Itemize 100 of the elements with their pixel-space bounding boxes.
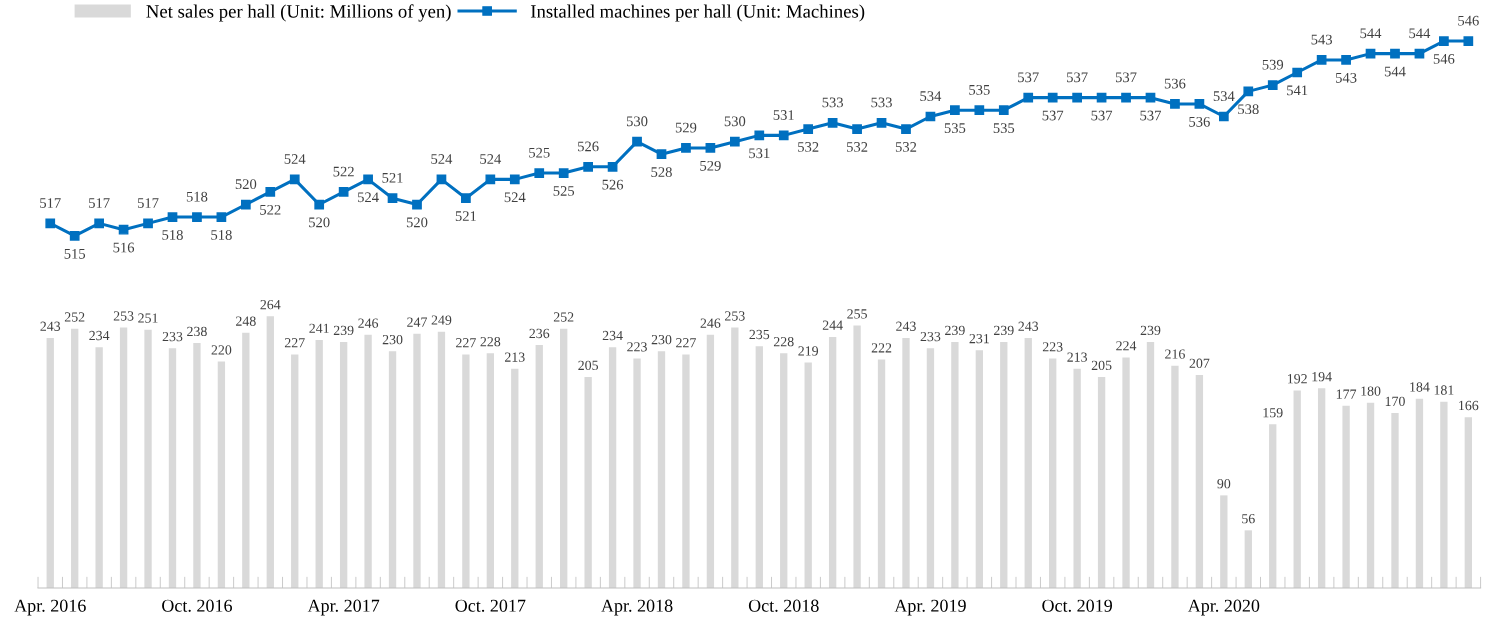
point (192, 212, 202, 222)
bar (1342, 405, 1350, 588)
point (1218, 111, 1229, 122)
bar (242, 332, 250, 588)
bar (1122, 357, 1130, 588)
point (754, 130, 765, 141)
point (583, 161, 594, 172)
data-label: 253 (113, 311, 134, 321)
point (1341, 55, 1351, 65)
data-label: 520 (309, 217, 330, 228)
data-label: 248 (236, 316, 256, 326)
data-label: 530 (626, 116, 648, 127)
data-label: 243 (1018, 321, 1039, 331)
bar (584, 377, 592, 588)
point (803, 124, 814, 134)
x-tick-label: Oct. 2016 (162, 599, 233, 612)
data-label: 515 (64, 248, 86, 259)
bar (1000, 342, 1008, 588)
data-label: 528 (651, 167, 672, 177)
bar (46, 337, 54, 588)
data-label: 524 (504, 192, 526, 203)
data-label: 518 (162, 230, 183, 240)
data-label: 522 (260, 204, 281, 215)
bar (877, 359, 886, 588)
data-label: 231 (969, 333, 989, 344)
data-label: 233 (920, 331, 941, 342)
data-label: 235 (749, 329, 770, 340)
data-label: 253 (725, 311, 745, 321)
data-label: 227 (676, 338, 696, 348)
data-label: 522 (333, 166, 354, 177)
data-label: 230 (651, 334, 672, 345)
x-tick-label: Oct. 2019 (1042, 599, 1112, 612)
data-label: 526 (578, 141, 599, 152)
data-label: 537 (1091, 110, 1113, 121)
data-label: 90 (1217, 479, 1231, 489)
data-label: 236 (529, 328, 550, 339)
data-label: 227 (284, 338, 305, 348)
bar (511, 368, 519, 588)
point (876, 117, 887, 128)
data-label: 252 (64, 312, 85, 322)
bar (1317, 388, 1326, 588)
data-label: 524 (480, 154, 502, 164)
point (167, 212, 178, 222)
bar (828, 336, 837, 588)
bar (902, 337, 910, 588)
point (143, 218, 153, 229)
data-label: 537 (1018, 72, 1039, 83)
data-label: 518 (186, 191, 208, 202)
x-tick-label: Apr. 2019 (894, 599, 966, 616)
point (314, 199, 325, 210)
data-label: 228 (480, 336, 501, 347)
bar (853, 325, 861, 588)
data-label: 246 (358, 318, 379, 328)
data-label: 536 (1164, 78, 1186, 89)
legend-label: Net sales per hall (Unit: Millions of yen) (146, 4, 451, 22)
point (118, 224, 129, 235)
bar (780, 353, 788, 588)
data-label: 241 (309, 323, 329, 333)
data-label: 181 (1434, 385, 1454, 395)
data-label: 536 (1189, 116, 1210, 127)
bar (364, 334, 372, 588)
legend-label: Installed machines per hall (Unit: Machines) (530, 4, 865, 22)
data-label: 213 (504, 352, 525, 362)
data-label: 247 (407, 317, 428, 327)
data-label: 184 (1410, 382, 1430, 392)
data-label: 535 (993, 123, 1015, 133)
data-label: 238 (187, 326, 207, 337)
data-label: 535 (969, 84, 990, 95)
point (1145, 92, 1156, 103)
data-label: 223 (627, 342, 647, 352)
data-label: 537 (1140, 110, 1162, 121)
bar (1195, 374, 1204, 588)
point (998, 105, 1009, 116)
data-label: 170 (1385, 396, 1405, 407)
bar (144, 329, 152, 588)
point (1439, 36, 1449, 46)
data-label: 205 (578, 360, 599, 371)
bar (951, 342, 959, 588)
point (45, 218, 56, 229)
data-label: 538 (1238, 104, 1259, 115)
data-label: 524 (431, 154, 453, 164)
point (1243, 86, 1254, 97)
bar (388, 351, 397, 588)
x-tick-label: Oct. 2017 (455, 599, 526, 612)
data-label: 534 (1213, 91, 1235, 102)
data-label: 532 (895, 142, 917, 152)
data-label: 525 (553, 186, 575, 196)
data-label: 533 (871, 97, 892, 108)
point (1316, 55, 1327, 65)
point (1390, 48, 1400, 59)
point (1023, 92, 1034, 103)
point (216, 212, 227, 222)
bar (1146, 342, 1155, 588)
data-label: 521 (455, 211, 476, 221)
data-label: 194 (1312, 372, 1332, 382)
bar (926, 348, 935, 588)
data-label: 524 (284, 154, 306, 164)
bar (1464, 417, 1473, 588)
data-label: 544 (1360, 28, 1382, 39)
point (1121, 92, 1131, 103)
